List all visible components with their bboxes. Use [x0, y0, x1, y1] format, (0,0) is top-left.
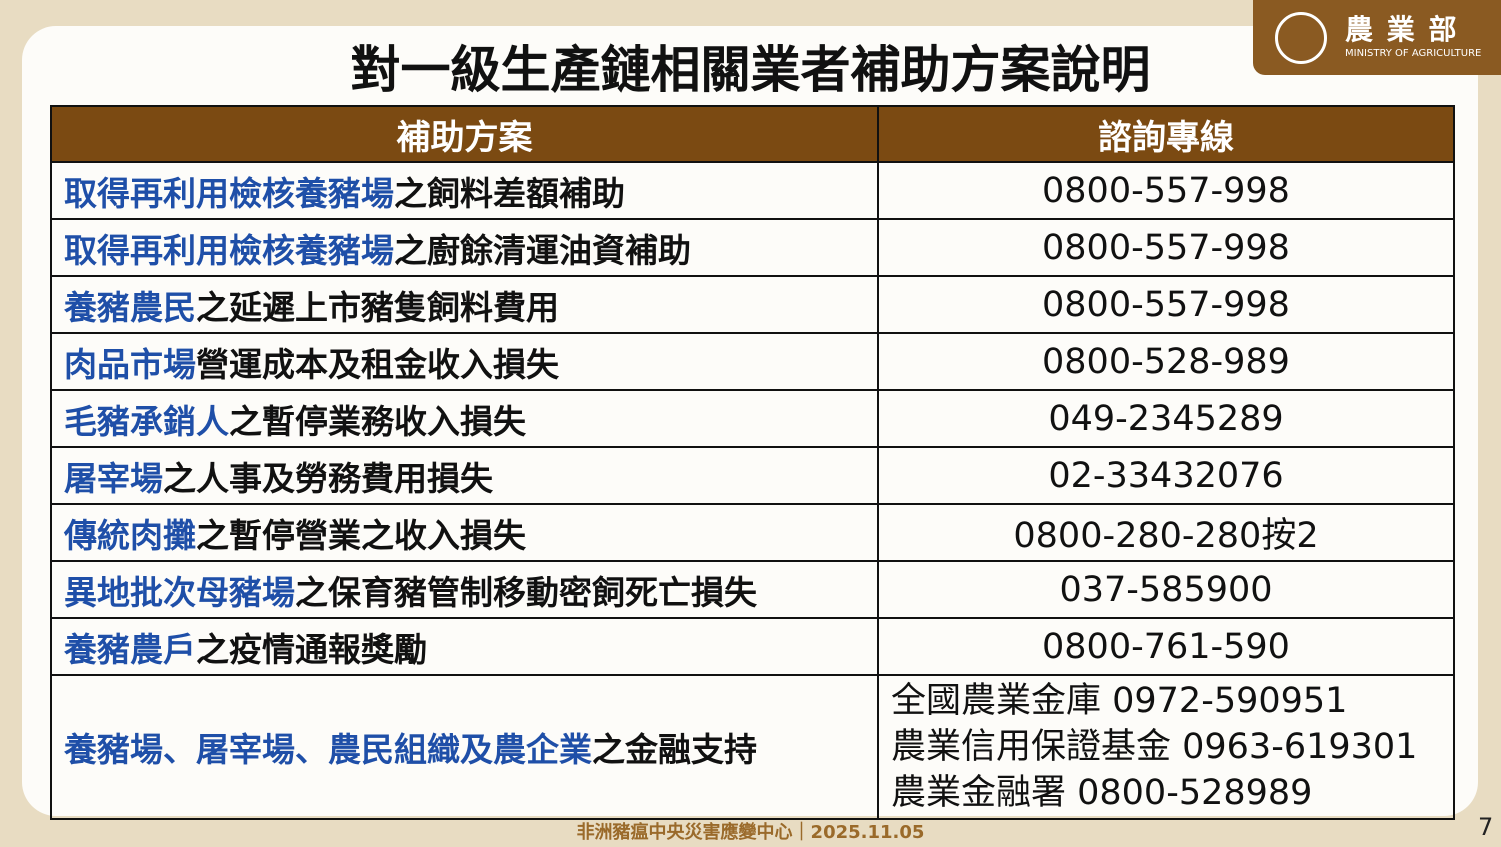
hotline-cell: 0800-557-998 — [877, 161, 1455, 220]
hotline-cell: 0800-280-280按2 — [877, 503, 1455, 562]
table-body: 取得再利用檢核養豬場之飼料差額補助 0800-557-998 取得再利用檢核養豬場之… — [50, 161, 1455, 820]
hotline: 農業金融署 0800-528989 — [891, 773, 1313, 813]
table-row: 養豬場、屠宰場、農民組織及農企業之金融支持 全國農業金庫 0972-590951 農… — [50, 674, 1455, 820]
table-row: 養豬農民之延遲上市豬隻飼料費用 0800-557-998 — [50, 275, 1455, 334]
program-cell: 肉品市場營運成本及租金收入損失 — [50, 332, 879, 391]
program-highlight: 取得再利用檢核養豬場 — [64, 173, 394, 213]
hotline: 049-2345289 — [1048, 398, 1284, 439]
program-rest: 之金融支持 — [592, 730, 757, 769]
logo-subtitle: MINISTRY OF AGRICULTURE — [1345, 48, 1482, 59]
hotline: 0800-528-989 — [1042, 341, 1290, 382]
hotline: 0800-280-280按2 — [1013, 516, 1319, 556]
hotline-cell: 0800-557-998 — [877, 218, 1455, 277]
hotline-cell: 0800-557-998 — [877, 275, 1455, 334]
program-rest: 之保育豬管制移動密飼死亡損失 — [295, 572, 757, 612]
hotline-cell: 049-2345289 — [877, 389, 1455, 448]
hotline-cell: 全國農業金庫 0972-590951 農業信用保證基金 0963-619301 農業… — [877, 674, 1455, 820]
column-header: 補助方案 — [50, 105, 879, 163]
program-cell: 異地批次母豬場之保育豬管制移動密飼死亡損失 — [50, 560, 879, 619]
program-highlight: 取得再利用檢核養豬場 — [64, 230, 394, 270]
program-highlight: 毛豬承銷人 — [64, 401, 229, 441]
hotline: 農業信用保證基金 0963-619301 — [891, 727, 1418, 767]
table-row: 取得再利用檢核養豬場之廚餘清運油資補助 0800-557-998 — [50, 218, 1455, 277]
logo: 農 業 部 MINISTRY OF AGRICULTURE — [1253, 0, 1501, 75]
table-row: 肉品市場營運成本及租金收入損失 0800-528-989 — [50, 332, 1455, 391]
column-header: 諮詢專線 — [877, 105, 1455, 163]
logo-mark — [1275, 12, 1327, 64]
hotline-cell: 0800-761-590 — [877, 617, 1455, 676]
hotline: 0800-557-998 — [1042, 170, 1290, 211]
program-rest: 營運成本及租金收入損失 — [196, 344, 559, 384]
hotline: 0800-557-998 — [1042, 284, 1290, 325]
program-highlight: 養豬農民 — [64, 287, 196, 327]
hotline: 037-585900 — [1059, 569, 1273, 610]
program-rest: 之人事及勞務費用損失 — [163, 458, 493, 498]
program-rest: 之廚餘清運油資補助 — [394, 230, 691, 270]
program-highlight: 養豬場、屠宰場、農民組織及農企業 — [64, 730, 592, 769]
program-highlight: 傳統肉攤 — [64, 515, 196, 555]
title: 對一級生產鏈相關業者補助方案說明 — [350, 41, 1151, 99]
program-cell: 養豬場、屠宰場、農民組織及農企業之金融支持 — [50, 674, 879, 820]
table-row: 取得再利用檢核養豬場之飼料差額補助 0800-557-998 — [50, 161, 1455, 220]
table-row: 異地批次母豬場之保育豬管制移動密飼死亡損失 037-585900 — [50, 560, 1455, 619]
hotline: 全國農業金庫 0972-590951 — [891, 681, 1348, 721]
program-cell: 屠宰場之人事及勞務費用損失 — [50, 446, 879, 505]
table-row: 養豬農戶之疫情通報獎勵 0800-761-590 — [50, 617, 1455, 676]
table-row: 屠宰場之人事及勞務費用損失 02-33432076 — [50, 446, 1455, 505]
logo-name: 農 業 部 — [1345, 13, 1459, 46]
hotline: 0800-761-590 — [1042, 626, 1290, 667]
program-cell: 養豬農民之延遲上市豬隻飼料費用 — [50, 275, 879, 334]
program-cell: 傳統肉攤之暫停營業之收入損失 — [50, 503, 879, 562]
program-highlight: 異地批次母豬場 — [64, 572, 295, 612]
hotline-cell: 0800-528-989 — [877, 332, 1455, 391]
footer: 非洲豬瘟中央災害應變中心｜2025.11.05 — [576, 822, 925, 843]
hotline-cell: 02-33432076 — [877, 446, 1455, 505]
program-rest: 之延遲上市豬隻飼料費用 — [196, 287, 559, 327]
program-rest: 之飼料差額補助 — [394, 173, 625, 213]
hotline: 02-33432076 — [1048, 455, 1284, 496]
hotline-cell: 037-585900 — [877, 560, 1455, 619]
program-cell: 取得再利用檢核養豬場之飼料差額補助 — [50, 161, 879, 220]
header-row: 補助方案 諮詢專線 — [50, 105, 1455, 163]
program-rest: 之疫情通報獎勵 — [196, 629, 427, 669]
program-rest: 之暫停業務收入損失 — [229, 401, 526, 441]
table-row: 毛豬承銷人之暫停業務收入損失 049-2345289 — [50, 389, 1455, 448]
program-cell: 取得再利用檢核養豬場之廚餘清運油資補助 — [50, 218, 879, 277]
program-highlight: 養豬農戶 — [64, 629, 196, 669]
program-highlight: 屠宰場 — [64, 458, 163, 498]
page-number: 7 — [1478, 813, 1494, 841]
hotline: 0800-557-998 — [1042, 227, 1290, 268]
program-cell: 養豬農戶之疫情通報獎勵 — [50, 617, 879, 676]
program-highlight: 肉品市場 — [64, 344, 196, 384]
table-row: 傳統肉攤之暫停營業之收入損失 0800-280-280按2 — [50, 503, 1455, 562]
program-cell: 毛豬承銷人之暫停業務收入損失 — [50, 389, 879, 448]
program-rest: 之暫停營業之收入損失 — [196, 515, 526, 555]
subsidy-table: 補助方案 諮詢專線 取得再利用檢核養豬場之飼料差額補助 0800-557-998 取… — [50, 105, 1455, 820]
